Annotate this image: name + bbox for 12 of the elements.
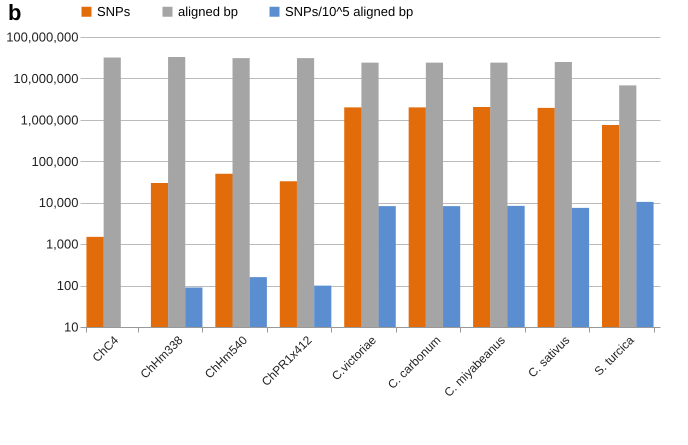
y-tick-label: 100 — [56, 278, 78, 294]
legend-label: SNPs — [97, 4, 131, 19]
text: b — [8, 0, 22, 26]
y-tick-label: 100,000 — [32, 154, 78, 169]
legend-label: SNPs/10^5 aligned bp — [285, 4, 414, 19]
y-tick-label: 10 — [64, 320, 78, 334]
y-tick-label: 1,000,000 — [20, 112, 78, 128]
y-tick-label: 100,000,000 — [6, 30, 78, 44]
y-tick-label: 1,000 — [46, 236, 78, 252]
legend-label: aligned bp — [178, 4, 238, 19]
y-tick-label: 10,000 — [38, 195, 78, 210]
y-tick-label: 10,000,000 — [13, 70, 78, 86]
